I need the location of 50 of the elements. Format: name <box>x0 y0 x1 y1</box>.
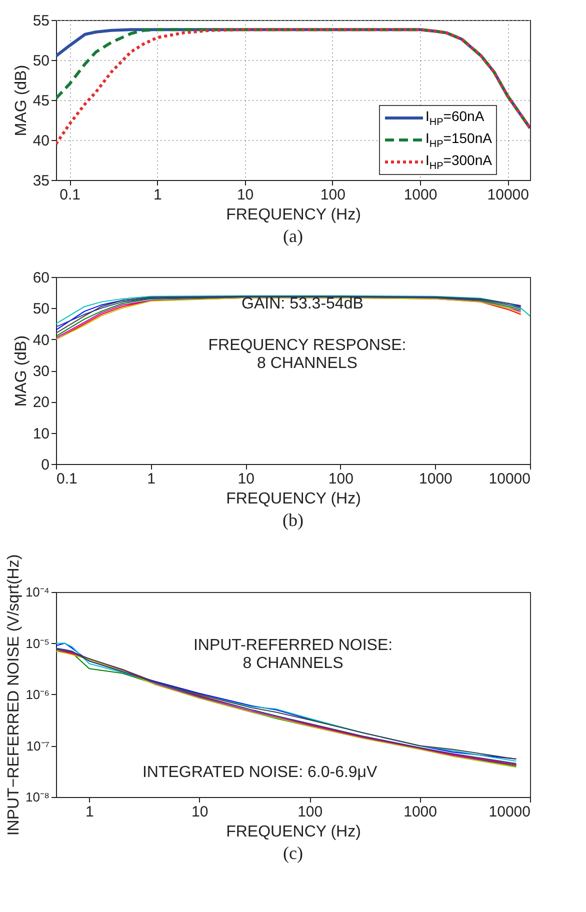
annotation: FREQUENCY RESPONSE: 8 CHANNELS <box>208 336 406 372</box>
y-tick-label: 55 <box>32 12 50 30</box>
annotation: INPUT-REFERRED NOISE: 8 CHANNELS <box>193 637 393 672</box>
legend-label: I$_{HP}$=60nA <box>426 108 484 128</box>
x-tick-label: 10000 <box>488 804 530 820</box>
x-tick-label: 0.1 <box>56 470 78 488</box>
y-tick-label: 10 <box>32 425 50 442</box>
x-tick-label: 1 <box>147 470 156 488</box>
y-tick-label: 35 <box>32 172 50 190</box>
y-axis-title: INPUT−REFERRED NOISE (V/sqrt(Hz) <box>5 554 22 836</box>
annotation: INTEGRATED NOISE: 6.0-6.9μV <box>142 764 378 782</box>
y-tick-label: 10⁻⁴ <box>25 584 50 600</box>
x-tick-label: 1000 <box>419 470 452 488</box>
y-tick-label: 60 <box>32 270 50 286</box>
y-tick-label: 30 <box>32 363 50 380</box>
x-tick-label: 100 <box>328 470 354 488</box>
y-tick-label: 10⁻⁵ <box>26 636 50 651</box>
y-tick-label: 10⁻⁸ <box>26 790 50 804</box>
y-tick-label: 50 <box>32 52 50 70</box>
x-axis-title: FREQUENCY (Hz) <box>226 824 361 840</box>
y-tick-label: 10⁻⁷ <box>26 738 50 754</box>
x-tick-label: 1 <box>86 804 94 820</box>
text: (a) <box>283 226 303 246</box>
y-axis-title: MAG (dB) <box>12 335 30 407</box>
y-tick-label: 50 <box>32 300 50 318</box>
y-tick-label: 0 <box>41 456 50 474</box>
x-axis-title: FREQUENCY (Hz) <box>226 206 361 224</box>
x-tick-label: 10 <box>238 470 254 488</box>
x-tick-label: 10 <box>192 804 208 820</box>
x-axis-title: FREQUENCY (Hz) <box>226 490 361 508</box>
x-tick-label: 10000 <box>487 186 529 204</box>
y-tick-label: 40 <box>32 332 50 349</box>
y-axis-title: MAG (dB) <box>12 64 30 136</box>
annotation: GAIN: 53.3-54dB <box>242 296 364 313</box>
x-tick-label: 100 <box>298 804 323 820</box>
x-tick-label: 10 <box>236 186 254 204</box>
y-tick-label: 40 <box>32 132 50 150</box>
text: (b) <box>282 510 304 530</box>
text: (c) <box>283 843 303 863</box>
legend-label: I$_{HP}$=150nA <box>426 130 492 150</box>
x-tick-label: 100 <box>320 186 346 204</box>
y-tick-label: 10⁻⁶ <box>26 687 50 702</box>
x-tick-label: 1 <box>154 186 162 204</box>
x-tick-label: 1000 <box>404 804 437 820</box>
x-tick-label: 0.1 <box>60 186 80 204</box>
x-tick-label: 1000 <box>404 186 438 204</box>
y-tick-label: 20 <box>32 394 50 412</box>
legend-label: I$_{HP}$=300nA <box>426 152 492 172</box>
x-tick-label: 10000 <box>488 470 530 488</box>
y-tick-label: 45 <box>32 92 50 110</box>
